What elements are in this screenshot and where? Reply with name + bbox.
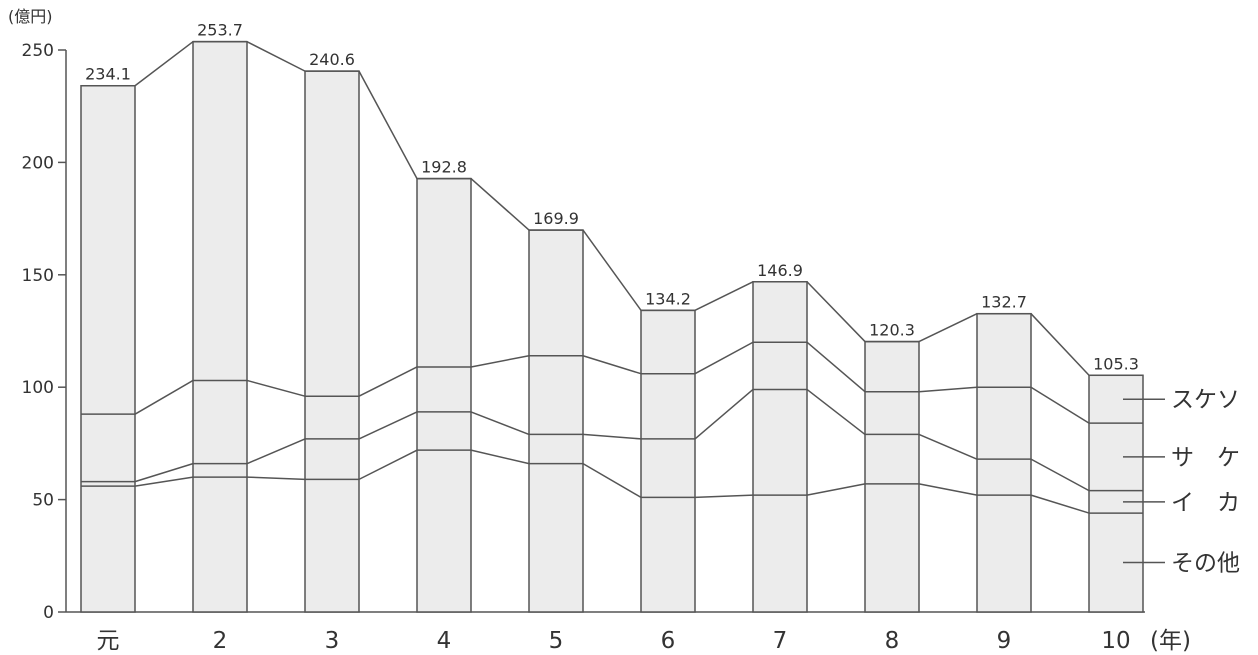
y-tick-label: 50 <box>32 491 54 511</box>
connector-line <box>806 483 866 496</box>
connector-line <box>582 462 642 499</box>
total-label: 146.9 <box>757 261 803 280</box>
category-label: 7 <box>773 628 788 654</box>
y-tick-label: 250 <box>22 41 54 61</box>
series-label: その他 <box>1171 551 1240 577</box>
total-label: 253.7 <box>197 21 243 40</box>
bar-9 <box>1088 374 1144 613</box>
connector-line <box>694 494 754 499</box>
connector-line <box>1030 386 1090 424</box>
y-tick-label: 100 <box>22 378 54 398</box>
bar-0 <box>80 84 136 613</box>
connector-line <box>694 341 754 375</box>
total-label: 120.3 <box>869 321 915 340</box>
connector-line <box>246 476 306 481</box>
total-label: 234.1 <box>85 65 131 84</box>
total-label: 169.9 <box>533 209 579 228</box>
category-label: 2 <box>213 628 228 654</box>
connector-line <box>358 449 418 481</box>
total-label: 240.6 <box>309 50 355 69</box>
connector-line <box>358 70 418 179</box>
connector-line <box>1030 494 1090 514</box>
total-label: 132.7 <box>981 293 1027 312</box>
y-tick-label: 150 <box>22 266 54 286</box>
connector-line <box>918 483 978 496</box>
bar-6 <box>752 281 808 613</box>
category-label: 4 <box>437 628 452 654</box>
connector-line <box>470 411 530 436</box>
category-label: 6 <box>661 628 676 654</box>
connector-line <box>1030 313 1090 376</box>
bar-3 <box>416 177 472 613</box>
total-label: 105.3 <box>1093 354 1139 373</box>
connector-line <box>918 386 978 393</box>
category-label: 元 <box>97 628 120 654</box>
category-label: 9 <box>997 628 1012 654</box>
total-label: 192.8 <box>421 158 467 177</box>
bar-2 <box>304 70 360 613</box>
bar-4 <box>528 229 584 613</box>
connector-line <box>918 313 978 343</box>
bar-1 <box>192 40 248 613</box>
bar-8 <box>976 312 1032 613</box>
y-tick-label: 200 <box>22 153 54 173</box>
connector-line <box>582 229 642 311</box>
connector-line <box>246 379 306 397</box>
x-axis-unit: (年) <box>1150 628 1191 654</box>
connector-line <box>582 433 642 440</box>
connector-line <box>470 178 530 231</box>
connector-line <box>246 438 306 465</box>
connector-line <box>134 379 194 415</box>
category-label: 8 <box>885 628 900 654</box>
series-label: スケソ <box>1171 387 1240 413</box>
connector-line <box>806 388 866 436</box>
y-axis-unit: (億円) <box>8 7 53 26</box>
connector-line <box>806 281 866 343</box>
series-connectors <box>134 41 1090 514</box>
connector-line <box>470 449 530 465</box>
connector-line <box>694 281 754 311</box>
connector-line <box>134 462 194 483</box>
category-label: 5 <box>549 628 564 654</box>
connector-line <box>246 41 306 72</box>
series-label: サ ケ <box>1171 445 1240 471</box>
connector-line <box>134 41 194 87</box>
connector-line <box>358 411 418 440</box>
connector-line <box>358 366 418 397</box>
labels: 234.1 253.7 240.6 192.8 169.9 134.2 146.9 120.3… <box>85 21 1240 654</box>
connector-line <box>694 388 754 440</box>
connector-line <box>806 341 866 393</box>
bar-7 <box>864 340 920 613</box>
y-tick-label: 0 <box>43 603 54 623</box>
bar-5 <box>640 309 696 613</box>
total-label: 134.2 <box>645 289 691 308</box>
connector-line <box>582 355 642 375</box>
bars <box>80 40 1144 613</box>
connector-line <box>470 354 530 368</box>
series-label: イ カ <box>1171 490 1240 516</box>
category-label: 3 <box>325 628 340 654</box>
connector-line <box>918 433 978 460</box>
connector-line <box>134 476 194 487</box>
category-label: 10 <box>1101 628 1130 654</box>
connector-line <box>1030 458 1090 492</box>
